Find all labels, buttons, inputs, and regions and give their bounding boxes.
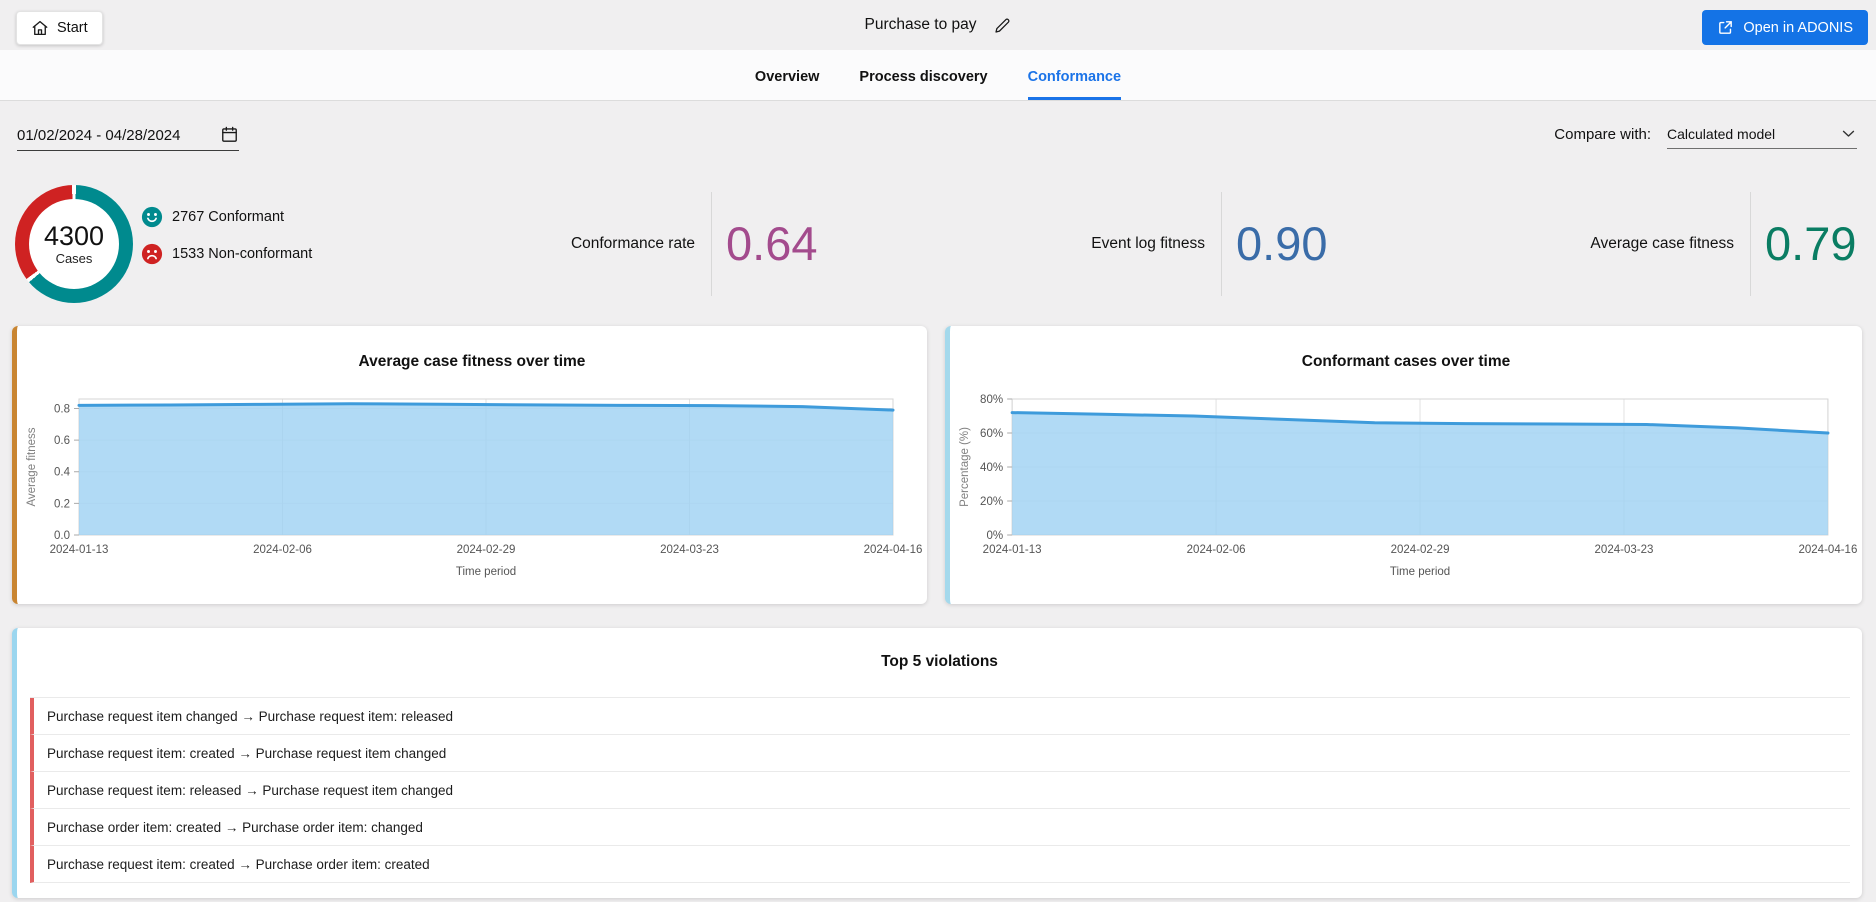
compare-model-value: Calculated model [1667,126,1776,142]
compare-with-label: Compare with: [1554,126,1651,143]
average-fitness-chart-card: Average case fitness over time 0.0 0.2 0.4… [12,326,927,604]
conformance-rate-metric: Conformance rate 0.64 [420,171,817,316]
donut-legend: 2767 Conformant 1533 Non-conformant [141,205,312,266]
kpi-row: 4300 Cases 2767 Conformant [0,171,1876,316]
metric-label: Average case fitness [1590,234,1734,252]
page-title: Purchase to pay [864,16,977,33]
svg-text:2024-03-23: 2024-03-23 [660,544,719,556]
tab-process-discovery[interactable]: Process discovery [859,68,988,85]
date-range-value: 01/02/2024 - 04/28/2024 [17,127,181,144]
svg-text:0.2: 0.2 [54,498,70,510]
total-cases-value: 4300 [43,221,105,252]
tab-overview[interactable]: Overview [754,68,820,85]
svg-text:0.0: 0.0 [54,530,70,542]
compare-with-wrap: Compare with: Calculated model [1554,125,1857,149]
average-case-fitness-value: 0.79 [1765,217,1857,270]
start-button[interactable]: Start [16,11,103,45]
happy-face-icon [141,206,163,228]
violations-title: Top 5 violations [881,653,998,670]
svg-text:2024-03-23: 2024-03-23 [1595,544,1654,556]
tab-bar: Overview Process discovery Conformance [0,50,1876,101]
filter-row: 01/02/2024 - 04/28/2024 Compare with: Ca… [0,101,1876,171]
chart-title: Average case fitness over time [358,353,586,370]
area-chart-svg: 0% 20% 40% 60% 80% 2024-01-13 2024-02-06 2024-0… [959,394,1857,578]
calendar-icon [220,125,239,144]
violations-list: Purchase request item changed → Purchase… [30,697,1850,883]
cases-donut-chart: 4300 Cases [15,185,133,303]
svg-text:2024-02-06: 2024-02-06 [1187,544,1246,556]
donut-center: 4300 Cases [29,199,119,289]
tab-conformance[interactable]: Conformance [1027,50,1122,100]
non-conformant-legend-label: 1533 Non-conformant [172,246,313,262]
violation-item: Purchase request item: created → Purchas… [30,735,1850,772]
sad-face-icon [141,243,163,265]
start-label: Start [57,20,88,36]
violation-item: Purchase request item: created → Purchas… [30,846,1850,883]
top-bar: Start Purchase to pay Open in ADONIS [0,0,1876,50]
metric-divider [1221,191,1222,296]
svg-text:0%: 0% [986,530,1003,542]
svg-text:40%: 40% [980,462,1003,474]
svg-text:20%: 20% [980,496,1003,508]
svg-text:2024-04-16: 2024-04-16 [864,544,923,556]
top-violations-card: Top 5 violations Purchase request item c… [12,628,1862,898]
svg-text:2024-01-13: 2024-01-13 [983,544,1042,556]
svg-text:60%: 60% [980,428,1003,440]
external-link-icon [1717,19,1734,36]
svg-text:Time period: Time period [1390,566,1450,578]
total-cases-label: Cases [55,250,93,266]
svg-text:2024-02-06: 2024-02-06 [253,544,312,556]
non-conformant-legend-row: 1533 Non-conformant [141,242,312,266]
conformant-legend-label: 2767 Conformant [172,209,285,225]
violation-item: Purchase request item changed → Purchase… [30,698,1850,735]
svg-text:80%: 80% [980,394,1003,406]
svg-text:2024-02-29: 2024-02-29 [1391,544,1450,556]
edit-title-button[interactable] [993,16,1012,35]
pencil-icon [993,16,1012,35]
svg-text:0.8: 0.8 [54,403,70,415]
open-in-adonis-button[interactable]: Open in ADONIS [1702,10,1868,45]
violation-item: Purchase order item: created → Purchase … [30,809,1850,846]
conformance-rate-value: 0.64 [726,217,818,270]
date-range-field[interactable]: 01/02/2024 - 04/28/2024 [17,125,239,151]
svg-text:Average fitness: Average fitness [26,427,38,506]
event-log-fitness-value: 0.90 [1236,217,1328,270]
chart-title: Conformant cases over time [1301,353,1511,370]
svg-text:Percentage (%): Percentage (%) [959,427,971,507]
title-wrap: Purchase to pay [0,0,1876,50]
metric-divider [711,191,712,296]
svg-text:2024-01-13: 2024-01-13 [50,544,109,556]
svg-text:0.4: 0.4 [54,467,71,479]
metric-label: Conformance rate [570,234,695,252]
average-case-fitness-metric: Average case fitness 0.79 [1450,171,1856,316]
compare-model-select[interactable]: Calculated model [1667,125,1857,149]
home-icon [31,19,49,37]
charts-row: Average case fitness over time 0.0 0.2 0.4… [0,326,1876,604]
svg-text:2024-02-29: 2024-02-29 [457,544,516,556]
bottom-strip [0,902,1876,916]
conformant-cases-chart-card: Conformant cases over time 0% 20% 40% 60% 80… [945,326,1862,604]
svg-text:0.6: 0.6 [54,435,70,447]
event-log-fitness-metric: Event log fitness 0.90 [940,171,1327,316]
svg-text:Time period: Time period [456,566,516,578]
metric-divider [1750,191,1751,296]
chevron-down-icon [1840,125,1857,142]
violation-item: Purchase request item: released → Purcha… [30,772,1850,809]
area-chart-svg: 0.0 0.2 0.4 0.6 0.8 2024-01-13 2024-02-06 2024-… [26,398,923,578]
conformant-legend-row: 2767 Conformant [141,205,312,229]
metric-label: Event log fitness [1091,234,1205,252]
open-in-adonis-label: Open in ADONIS [1743,19,1853,36]
svg-text:2024-04-16: 2024-04-16 [1798,544,1857,556]
